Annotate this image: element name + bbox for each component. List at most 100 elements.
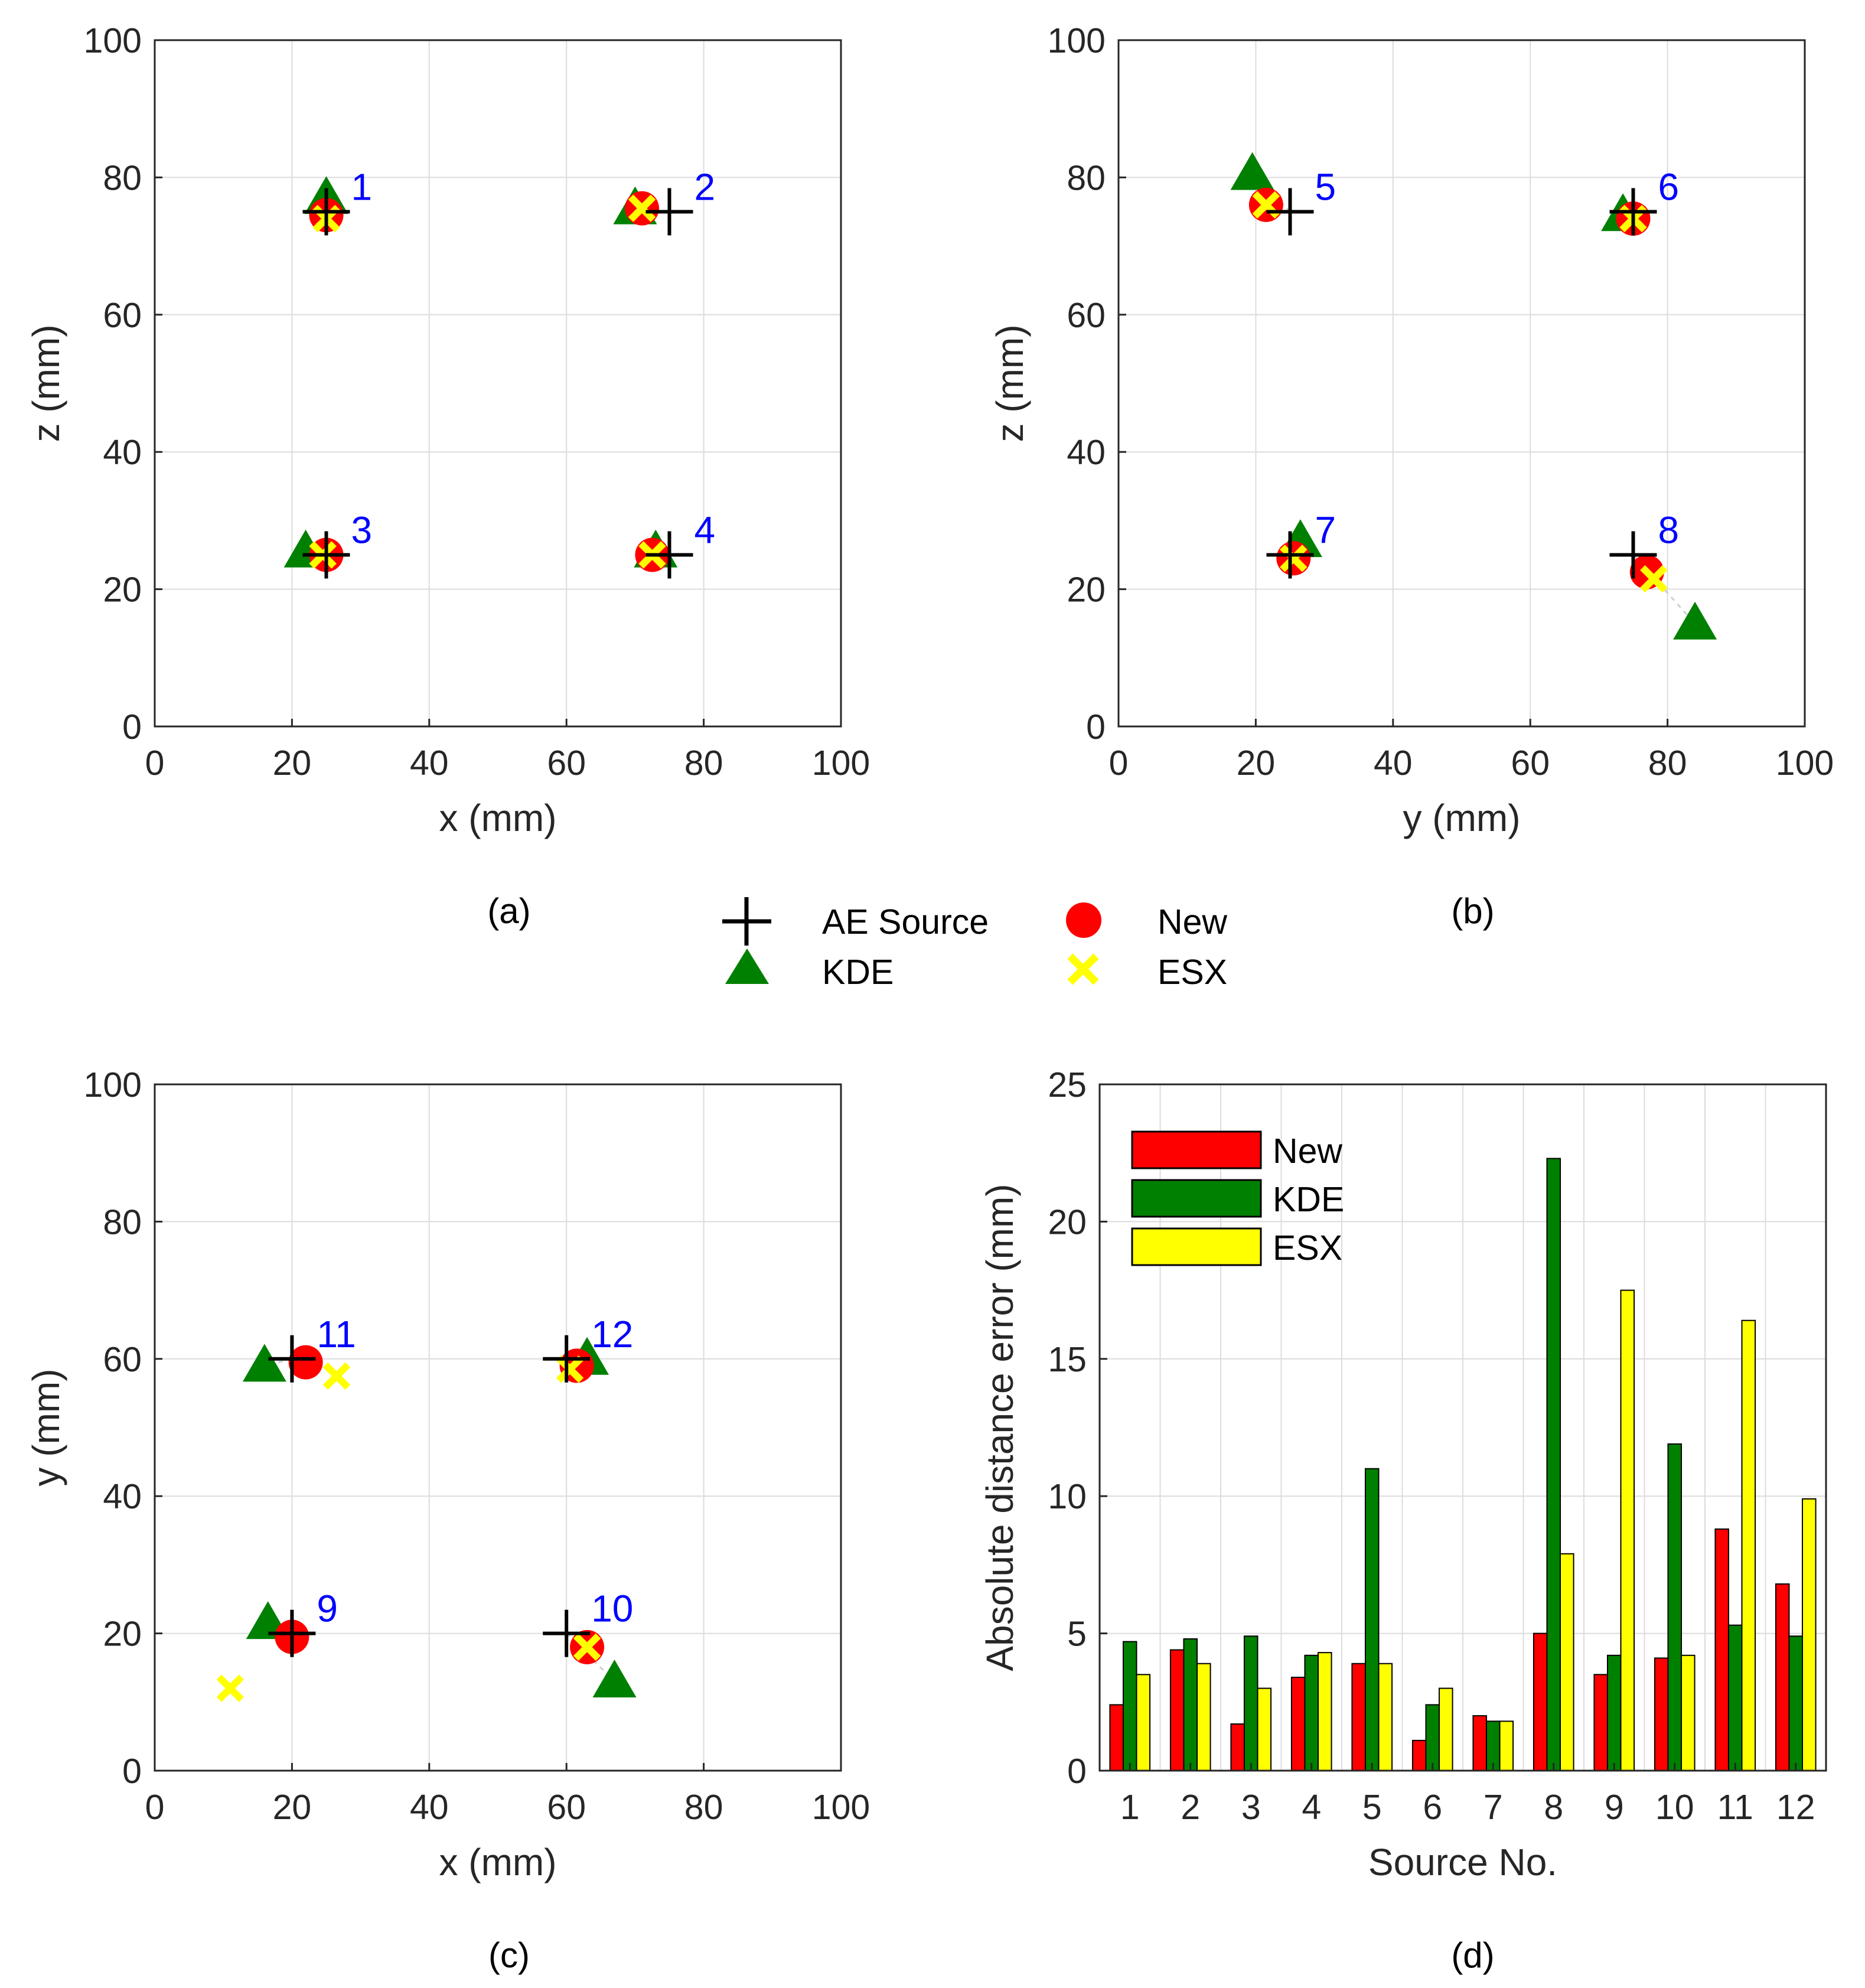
- legend-label-esx: ESX: [1273, 1228, 1342, 1267]
- y-tick-label: 60: [103, 296, 142, 335]
- bar-new-2: [1169, 1649, 1185, 1772]
- source-label-8: 8: [1658, 509, 1680, 552]
- panel-c-x-label: x (mm): [439, 1841, 556, 1883]
- source-9-markers: 9: [216, 1588, 338, 1702]
- x-tick-label: 40: [410, 1788, 449, 1827]
- bar-esx-2: [1196, 1663, 1211, 1772]
- panel-b-marks: 5 6 7 8: [1230, 152, 1717, 640]
- source-label-6: 6: [1658, 166, 1680, 208]
- x-tick-label: 10: [1655, 1788, 1694, 1827]
- bar-new-10: [1654, 1657, 1669, 1771]
- panel-c-ticks: 0 20 40 60 80 100 0 20 40 60 80 100: [84, 1065, 870, 1827]
- source-1-markers: 1: [302, 166, 373, 236]
- x-tick-label: 0: [1109, 744, 1129, 783]
- source-label-10: 10: [591, 1588, 633, 1630]
- panel-b-y-label: z (mm): [989, 324, 1031, 442]
- y-tick-label: 20: [103, 1615, 142, 1654]
- source-label-3: 3: [351, 509, 373, 552]
- source-label-11: 11: [317, 1313, 356, 1355]
- y-tick-label: 100: [1048, 21, 1106, 60]
- y-tick-label: 80: [103, 158, 142, 197]
- source-12-markers: 12: [543, 1313, 633, 1383]
- bar-esx-10: [1681, 1654, 1696, 1771]
- y-tick-label: 60: [103, 1340, 142, 1379]
- x-tick-label: 2: [1181, 1788, 1200, 1827]
- bar-kde-3: [1243, 1635, 1258, 1772]
- esx-point-12: [556, 1355, 584, 1383]
- panel-c-caption: (c): [488, 1935, 530, 1975]
- bar-esx-8: [1560, 1553, 1574, 1772]
- source-8-connector: [1632, 554, 1696, 624]
- panel-a-x-label: x (mm): [439, 797, 556, 839]
- bar-new-3: [1230, 1723, 1245, 1771]
- y-tick-label: 20: [1048, 1202, 1087, 1241]
- source-6-markers: 6: [1601, 166, 1679, 236]
- bar-new-7: [1472, 1715, 1487, 1772]
- x-tick-label: 4: [1302, 1788, 1321, 1827]
- bar-esx-1: [1136, 1674, 1151, 1772]
- panel-a-marks: 1 2 3 4: [283, 166, 716, 579]
- panel-d-grid: [1100, 1084, 1826, 1771]
- x-tick-label: 0: [145, 1788, 165, 1827]
- esx-point-10: [573, 1633, 601, 1661]
- legend-swatch-esx: [1131, 1227, 1262, 1266]
- x-tick-label: 7: [1483, 1788, 1503, 1827]
- bar-esx-12: [1802, 1498, 1817, 1771]
- bar-kde-11: [1727, 1624, 1743, 1771]
- bar-new-5: [1351, 1663, 1366, 1772]
- legend-entry-esx: ESX: [1067, 953, 1227, 992]
- bar-new-6: [1411, 1739, 1427, 1772]
- panel-d-y-label: Absolute distance error (mm): [979, 1184, 1021, 1671]
- kde-point-5: [1230, 152, 1274, 190]
- bar-esx-6: [1439, 1687, 1453, 1772]
- legend-kde-label: KDE: [822, 953, 894, 992]
- legend-esx-label: ESX: [1158, 953, 1227, 992]
- bar-kde-1: [1122, 1641, 1137, 1771]
- x-tick-label: 20: [1237, 744, 1276, 783]
- legend-new-marker: [1066, 902, 1101, 938]
- x-tick-label: 8: [1544, 1788, 1563, 1827]
- esx-point-9: [216, 1674, 244, 1702]
- y-tick-label: 0: [122, 708, 142, 747]
- shared-legend: AE Source KDE New ESX: [722, 897, 1227, 992]
- y-tick-label: 40: [103, 1477, 142, 1516]
- x-tick-label: 12: [1776, 1788, 1815, 1827]
- source-point-3: [302, 531, 350, 579]
- panel-a-scatter: 1 2 3 4 0 20 40 60 80 100 0 20 40 60 80 100 x (mm) z (…: [25, 21, 870, 839]
- legend-label-kde: KDE: [1273, 1180, 1344, 1219]
- panel-b-frame: [1117, 39, 1806, 728]
- source-7-markers: 7: [1266, 509, 1336, 579]
- bar-new-4: [1290, 1676, 1306, 1772]
- legend-swatch-kde: [1131, 1179, 1262, 1218]
- esx-point-2: [628, 194, 656, 222]
- bar-kde-4: [1304, 1654, 1319, 1771]
- source-point-6: [1609, 188, 1657, 236]
- x-tick-label: 9: [1605, 1788, 1624, 1827]
- x-tick-label: 40: [410, 744, 449, 783]
- panel-d-legend: New KDE ESX: [1131, 1130, 1344, 1267]
- source-label-9: 9: [317, 1588, 338, 1630]
- panel-b-grid: [1119, 40, 1805, 726]
- x-tick-label: 11: [1717, 1788, 1753, 1827]
- source-point-2: [645, 188, 693, 236]
- source-point-11: [268, 1335, 316, 1383]
- source-point-8: [1609, 531, 1657, 579]
- legend-source-label: AE Source: [822, 902, 989, 941]
- y-tick-label: 0: [122, 1752, 142, 1791]
- kde-point-10: [592, 1659, 637, 1697]
- bar-kde-2: [1183, 1638, 1198, 1771]
- source-point-4: [645, 531, 693, 579]
- legend-entry-source: AE Source: [722, 897, 989, 946]
- source-point-10: [543, 1609, 591, 1657]
- y-tick-label: 60: [1067, 296, 1106, 335]
- source-8-markers: 8: [1609, 509, 1717, 640]
- legend-esx-marker-b: [1067, 953, 1099, 985]
- bar-kde-8: [1546, 1158, 1561, 1771]
- source-label-2: 2: [695, 166, 716, 208]
- source-label-1: 1: [351, 166, 373, 208]
- new-point-11: [288, 1345, 323, 1380]
- panel-d-frame: [1098, 1083, 1827, 1772]
- y-tick-label: 10: [1048, 1477, 1087, 1516]
- bar-kde-10: [1667, 1443, 1683, 1771]
